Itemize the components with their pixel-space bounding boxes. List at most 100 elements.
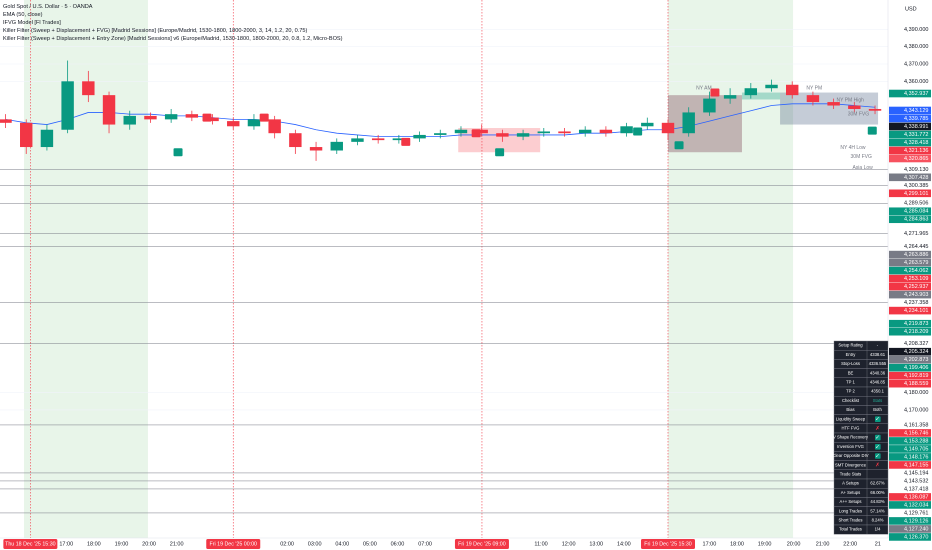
price-badge <box>889 199 931 208</box>
candle-body <box>827 102 840 106</box>
price-badge <box>889 173 931 182</box>
candle-body <box>0 119 12 123</box>
candle-body <box>227 121 240 127</box>
price-badge-label: 4,127.240 <box>904 526 928 532</box>
price-badge <box>889 327 931 336</box>
candle-body <box>185 114 199 118</box>
table-cell: Clear Opposite DIV <box>832 453 868 458</box>
candle-body <box>641 122 654 127</box>
candle-body <box>330 141 343 151</box>
price-badge <box>889 258 931 267</box>
signal-marker <box>259 113 269 122</box>
price-badge-label: 4,148.176 <box>904 454 928 460</box>
x-tick-label: 19:00 <box>758 541 772 547</box>
candle-body <box>144 115 157 120</box>
candle-body <box>661 122 675 134</box>
x-tick-label: 21:00 <box>170 541 184 547</box>
table-cell: ✗ <box>875 425 880 432</box>
price-badge <box>889 485 931 493</box>
table-cell: ✓ <box>875 453 880 459</box>
table-cell: 1/4 <box>875 527 881 532</box>
table-cell: ✓ <box>875 417 880 423</box>
price-badge <box>889 445 931 453</box>
candle-body <box>537 131 550 134</box>
price-badge-label: 4,202.873 <box>904 357 928 363</box>
table-cell: A Setups <box>842 481 859 486</box>
price-badge-label: 4,147.155 <box>904 462 928 468</box>
table-cell: Bias <box>846 407 854 412</box>
table-cell: ✓ <box>875 435 880 441</box>
table-cell: 4338.61 <box>870 352 886 357</box>
price-badge <box>889 266 931 275</box>
candle-body <box>371 138 385 141</box>
price-badge-label: 4,192.819 <box>904 373 928 379</box>
table-cell: 57.14% <box>870 508 884 513</box>
price-badge <box>889 437 931 445</box>
indicator: Killer Filter (Sweep + Displacement + FV… <box>3 28 308 34</box>
session-start-label: Thu 18 Dec '25 15:30 <box>5 541 56 547</box>
price-badge-label: 4,300.385 <box>904 183 928 189</box>
table-cell: Setup Rating <box>838 343 863 348</box>
price-badge-label: 4,263.579 <box>904 260 928 266</box>
candle-body <box>868 108 882 111</box>
currency-label: USD <box>905 6 917 12</box>
signal-marker <box>495 148 505 157</box>
price-badge <box>889 215 931 224</box>
y-tick-label: 4,170.000 <box>904 407 928 413</box>
price-badge-label: 4,331.772 <box>904 132 928 138</box>
price-badge-label: 4,137.418 <box>904 486 928 492</box>
x-tick-label: 20:00 <box>787 541 801 547</box>
price-badge <box>889 347 931 356</box>
table-row <box>833 524 889 535</box>
table-cell: V Shape Recovery <box>833 435 869 440</box>
price-badge <box>889 461 931 469</box>
price-badge-label: 4,205.324 <box>904 349 928 355</box>
x-tick-label: 04:00 <box>335 541 349 547</box>
session-start-badge <box>454 539 509 549</box>
signal-marker <box>173 148 183 157</box>
session-start-label: Fri 19 Dec '25 09:00 <box>458 541 506 547</box>
table-cell: TP 2 <box>846 389 855 394</box>
price-badge-label: 4,129.126 <box>904 518 928 524</box>
table-cell: - <box>877 343 879 348</box>
y-tick-label: 4,180.000 <box>904 390 928 396</box>
price-badge-label: 4,219.873 <box>904 321 928 327</box>
table-cell: 4336.555 <box>869 361 887 366</box>
table-cell: 8.24% <box>872 518 884 523</box>
table-cell: Inversion FVG <box>837 444 864 449</box>
x-tick-label: 17:00 <box>59 541 73 547</box>
x-tick-label: 18:00 <box>730 541 744 547</box>
candle-body <box>765 84 778 89</box>
price-badge-label: 4,299.101 <box>904 191 928 197</box>
check-icon <box>875 453 881 459</box>
indicator: Killer Filter (Sweep + Displacement + En… <box>3 36 343 42</box>
signal-marker <box>401 137 411 146</box>
table-cell: ✓ <box>875 444 880 450</box>
price-badge <box>889 242 931 251</box>
table-cell: ✗ <box>875 462 880 469</box>
signal-marker <box>202 113 212 122</box>
x-tick-label: 07:00 <box>418 541 432 547</box>
price-badge-label: 4,243.903 <box>904 292 928 298</box>
table-cell: 4350.1 <box>871 389 884 394</box>
signal-marker <box>633 127 643 136</box>
candle-body <box>40 129 54 148</box>
table-cell: BE <box>848 370 854 375</box>
candle-body <box>599 129 613 134</box>
table-cell: Both <box>873 407 882 412</box>
table-cell: Liquidity Sweep <box>836 416 866 421</box>
y-tick-label: 4,380.000 <box>904 44 928 50</box>
session-start-badge <box>206 539 261 549</box>
candle-body <box>806 95 820 103</box>
price-badge <box>889 181 931 190</box>
price-badge-label: 4,321.136 <box>904 148 928 154</box>
price-badge <box>889 298 931 307</box>
x-tick-label: 02:00 <box>280 541 294 547</box>
price-badge-label: 4,328.418 <box>904 140 928 146</box>
price-badge <box>889 274 931 283</box>
y-tick-label: 4,370.000 <box>904 61 928 67</box>
candle-body <box>558 131 571 134</box>
candle-body <box>61 81 74 130</box>
